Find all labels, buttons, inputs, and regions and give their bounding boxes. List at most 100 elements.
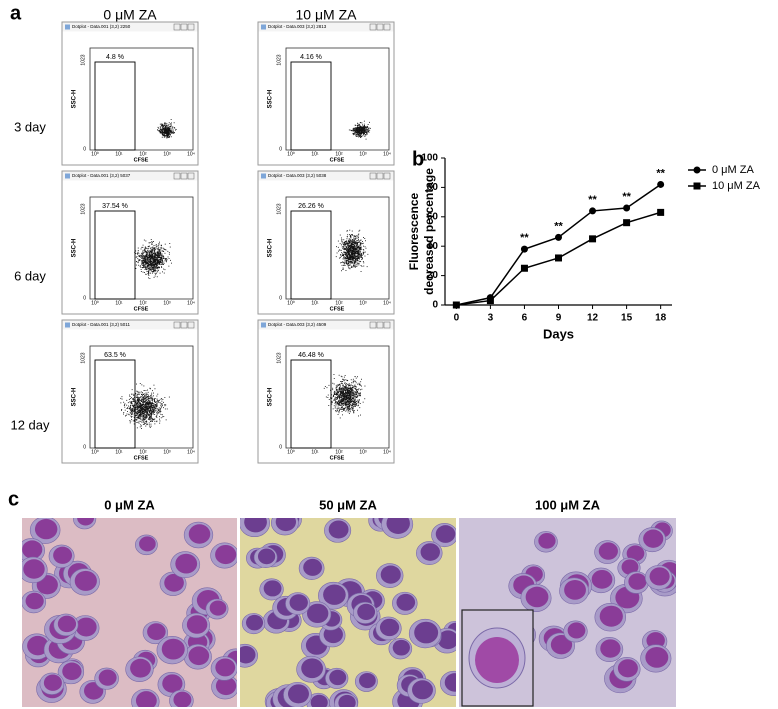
event-dot [160, 130, 162, 132]
event-dot [344, 249, 346, 251]
event-dot [349, 242, 351, 244]
event-dot [142, 398, 144, 400]
event-dot [343, 251, 345, 253]
event-dot [168, 129, 170, 131]
event-dot [354, 240, 356, 242]
event-dot [344, 248, 345, 250]
event-dot [157, 263, 159, 265]
event-dot [148, 267, 150, 269]
event-dot [143, 267, 145, 268]
x-axis-label: CFSE [330, 306, 345, 312]
event-dot [150, 257, 152, 259]
event-dot [364, 238, 366, 239]
event-dot [346, 236, 348, 238]
event-dot [161, 263, 163, 265]
event-dot [155, 404, 156, 405]
event-dot [349, 398, 351, 399]
event-dot [142, 402, 144, 404]
event-dot [355, 255, 356, 257]
event-dot [138, 260, 140, 262]
event-dot [356, 127, 358, 128]
event-dot [170, 123, 172, 125]
nucleus [246, 614, 264, 631]
event-dot [149, 411, 150, 413]
event-dot [332, 387, 334, 389]
event-dot [146, 412, 148, 414]
event-dot [343, 247, 345, 249]
event-dot [143, 265, 144, 266]
event-dot [338, 384, 340, 385]
event-dot [365, 129, 367, 131]
event-dot [154, 406, 156, 408]
event-dot [336, 393, 338, 395]
event-dot [346, 262, 348, 264]
event-dot [147, 389, 148, 391]
event-dot [156, 403, 158, 405]
event-dot [145, 256, 147, 257]
event-dot [360, 395, 361, 397]
event-dot [158, 409, 160, 411]
event-dot [340, 396, 341, 398]
event-dot [360, 127, 362, 129]
event-dot [138, 420, 140, 422]
event-dot [153, 384, 155, 386]
event-dot [357, 252, 358, 254]
event-dot [158, 127, 160, 129]
event-dot [365, 247, 367, 249]
event-dot [349, 401, 350, 403]
window-title: Dotplot - Data.001 (3,2) 2250 [72, 24, 131, 29]
event-dot [135, 250, 137, 252]
event-dot [343, 401, 345, 403]
event-dot [161, 403, 163, 405]
event-dot [142, 417, 144, 419]
event-dot [152, 265, 154, 266]
event-dot [157, 411, 159, 413]
event-dot [146, 407, 148, 408]
event-dot [153, 408, 155, 410]
event-dot [358, 264, 360, 266]
event-dot [366, 129, 368, 131]
event-dot [153, 263, 155, 265]
x-tick-label: 10² [139, 300, 147, 306]
event-dot [332, 396, 334, 397]
event-dot [353, 240, 355, 242]
event-dot [367, 129, 369, 131]
event-dot [336, 384, 338, 386]
event-dot [344, 408, 345, 410]
event-dot [130, 409, 132, 411]
event-dot [349, 391, 351, 393]
event-dot [141, 253, 143, 255]
event-dot [150, 270, 152, 272]
event-dot [347, 404, 349, 406]
event-dot [153, 247, 155, 249]
event-dot [341, 393, 343, 394]
event-dot [362, 135, 364, 137]
nucleus [34, 518, 58, 540]
x-tick-label: 10⁰ [287, 300, 295, 306]
event-dot [164, 129, 166, 131]
event-dot [349, 264, 351, 266]
event-dot [140, 414, 142, 416]
event-dot [356, 248, 358, 250]
event-dot [162, 126, 163, 128]
event-dot [135, 256, 137, 258]
nucleus [130, 658, 151, 678]
event-dot [362, 129, 364, 131]
event-dot [139, 412, 141, 414]
event-dot [355, 136, 357, 137]
event-dot [157, 252, 159, 254]
event-dot [154, 411, 155, 413]
event-dot [153, 261, 155, 263]
event-dot [133, 419, 135, 421]
event-dot [336, 397, 338, 399]
event-dot [359, 248, 361, 250]
event-dot [349, 257, 351, 259]
event-dot [145, 390, 147, 391]
event-dot [151, 406, 153, 408]
event-dot [360, 414, 361, 416]
nucleus [77, 518, 95, 526]
event-dot [161, 398, 163, 399]
event-dot [339, 398, 341, 400]
event-dot [360, 247, 361, 249]
event-dot [354, 384, 356, 386]
